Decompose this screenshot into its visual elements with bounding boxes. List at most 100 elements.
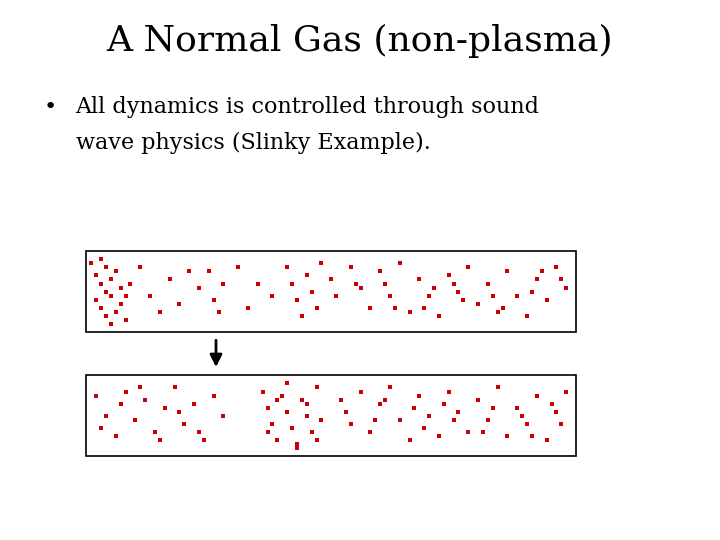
Point xyxy=(91,391,102,400)
Point xyxy=(282,263,293,272)
Point xyxy=(271,436,283,444)
Point xyxy=(472,395,484,404)
Point xyxy=(115,299,127,308)
Point xyxy=(345,263,356,272)
Point xyxy=(110,307,122,316)
Point xyxy=(301,411,312,420)
Point xyxy=(296,395,307,404)
Point xyxy=(271,395,283,404)
Point xyxy=(325,275,337,284)
Point xyxy=(115,400,127,408)
Point xyxy=(257,387,269,396)
Point xyxy=(560,387,572,396)
Point xyxy=(193,428,204,436)
Point xyxy=(448,416,459,424)
Point xyxy=(492,307,503,316)
Point xyxy=(487,403,498,412)
Text: wave physics (Slinky Example).: wave physics (Slinky Example). xyxy=(76,132,431,154)
Point xyxy=(100,312,112,320)
Point xyxy=(291,444,302,453)
Point xyxy=(184,267,195,275)
Point xyxy=(462,263,474,272)
Point xyxy=(394,416,405,424)
Point xyxy=(502,267,513,275)
Point xyxy=(301,271,312,280)
Point xyxy=(154,436,166,444)
Point xyxy=(100,287,112,296)
Point xyxy=(159,403,171,412)
Point xyxy=(511,292,523,300)
Point xyxy=(497,303,508,312)
Point xyxy=(164,275,176,284)
Point xyxy=(287,423,298,432)
Point xyxy=(311,383,323,392)
Point xyxy=(355,387,366,396)
Point xyxy=(203,267,215,275)
Point xyxy=(541,436,552,444)
Point xyxy=(433,432,445,441)
Point xyxy=(95,303,107,312)
Point xyxy=(144,292,156,300)
Point xyxy=(556,275,567,284)
Point xyxy=(266,292,278,300)
Point xyxy=(379,395,391,404)
Point xyxy=(125,279,136,288)
Point xyxy=(208,295,220,304)
Point xyxy=(208,391,220,400)
Point xyxy=(91,295,102,304)
Point xyxy=(296,312,307,320)
Point xyxy=(369,416,381,424)
Point xyxy=(135,263,146,272)
Point xyxy=(433,312,445,320)
Point xyxy=(482,279,494,288)
Point xyxy=(389,303,400,312)
Point xyxy=(541,295,552,304)
Point xyxy=(448,279,459,288)
Point xyxy=(355,283,366,292)
Point xyxy=(340,407,351,416)
Point xyxy=(315,416,327,424)
Point xyxy=(404,436,415,444)
Point xyxy=(306,428,318,436)
Point xyxy=(91,271,102,280)
Point xyxy=(364,303,376,312)
Point xyxy=(311,436,323,444)
Point xyxy=(511,403,523,412)
Point xyxy=(364,428,376,436)
Point xyxy=(526,287,538,296)
Point xyxy=(492,383,503,392)
Point xyxy=(233,263,244,272)
Point xyxy=(110,432,122,441)
Point xyxy=(462,428,474,436)
Point xyxy=(477,428,489,436)
Point xyxy=(282,407,293,416)
Point xyxy=(115,283,127,292)
Point xyxy=(95,255,107,264)
Point xyxy=(168,383,180,392)
Point xyxy=(174,407,185,416)
Point xyxy=(546,400,557,408)
Point xyxy=(453,287,464,296)
Text: All dynamics is controlled through sound: All dynamics is controlled through sound xyxy=(76,96,539,118)
Point xyxy=(217,411,229,420)
Point xyxy=(443,271,454,280)
Point xyxy=(252,279,264,288)
Point xyxy=(110,267,122,275)
Point xyxy=(502,432,513,441)
Point xyxy=(105,275,117,284)
Point xyxy=(95,279,107,288)
Point xyxy=(120,315,131,324)
Point xyxy=(374,267,386,275)
Point xyxy=(560,283,572,292)
Point xyxy=(336,395,347,404)
Point xyxy=(330,292,342,300)
Point xyxy=(282,379,293,388)
Point xyxy=(521,312,533,320)
Point xyxy=(409,403,420,412)
Point xyxy=(487,292,498,300)
Point xyxy=(384,383,396,392)
Point xyxy=(262,403,274,412)
Point xyxy=(179,420,190,428)
Point xyxy=(105,292,117,300)
Point xyxy=(266,420,278,428)
